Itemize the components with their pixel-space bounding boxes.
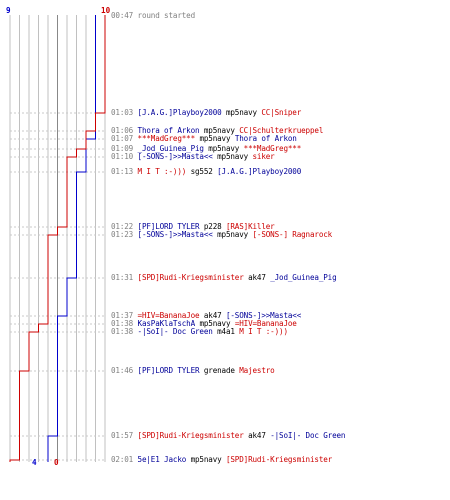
- killer-name: Thora of Arkon: [137, 126, 200, 135]
- event-time: 01:03: [111, 108, 134, 117]
- kill-event-row: 01:06 Thora of Arkon mp5navy CC|Schulter…: [111, 126, 323, 136]
- kill-event-row: 01:37 =HIV=BananaJoe ak47 [-SONS-]>>Mast…: [111, 311, 301, 321]
- killer-name: [-SONS-]>>Masta<<: [137, 230, 213, 239]
- blue-end-count: 4: [32, 458, 37, 467]
- killer-name: _Jod_Guinea_Pig: [137, 144, 204, 153]
- event-time: 01:46: [111, 366, 134, 375]
- victim-name: CC|Schulterkrueppel: [239, 126, 324, 135]
- victim-name: [RAS]Killer: [225, 222, 275, 231]
- event-time: 01:10: [111, 152, 134, 161]
- kill-event-row: 01:38 -|SoI|- Doc Green m4a1 M I T :-))): [111, 327, 288, 337]
- event-time: 01:37: [111, 311, 134, 320]
- kill-event-row: 00:47 round started: [111, 11, 195, 21]
- weapon-name: ak47: [248, 273, 266, 282]
- victim-name: [J.A.G.]Playboy2000: [217, 167, 302, 176]
- event-time: 01:06: [111, 126, 134, 135]
- killer-name: [SPD]Rudi-Kriegsminister: [137, 431, 244, 440]
- killer-name: -|SoI|- Doc Green: [137, 327, 213, 336]
- weapon-name: mp5navy: [199, 134, 231, 143]
- killer-name: KasPaKlaTschA: [137, 319, 196, 328]
- weapon-name: mp5navy: [225, 108, 257, 117]
- blue-team-line: [47, 15, 96, 462]
- kill-event-row: 01:22 [PF]LORD TYLER p228 [RAS]Killer: [111, 222, 275, 232]
- kill-event-row: 01:10 [-SONS-]>>Masta<< mp5navy siker: [111, 152, 275, 162]
- victim-name: -|SoI|- Doc Green: [270, 431, 346, 440]
- killer-name: [SPD]Rudi-Kriegsminister: [137, 273, 244, 282]
- kill-event-row: 01:09 _Jod_Guinea_Pig mp5navy ***MadGreg…: [111, 144, 301, 154]
- killer-name: [J.A.G.]Playboy2000: [137, 108, 222, 117]
- victim-name: [-SONS-]>>Masta<<: [225, 311, 302, 320]
- victim-name: Thora of Arkon: [234, 134, 297, 143]
- weapon-name: mp5navy: [208, 144, 240, 153]
- weapon-name: grenade: [203, 366, 235, 375]
- victim-name: M I T :-))): [239, 327, 288, 336]
- weapon-name: mp5navy: [203, 126, 235, 135]
- event-time: 01:22: [111, 222, 134, 231]
- weapon-name: ak47: [248, 431, 266, 440]
- victim-name: Majestro: [239, 366, 275, 375]
- weapon-name: mp5navy: [190, 455, 222, 464]
- red-start-count: 10: [101, 6, 111, 15]
- victim-name: _Jod_Guinea_Pig: [270, 273, 337, 282]
- event-time: 01:38: [111, 319, 134, 328]
- killer-name: 5e|E1 Jacko: [137, 455, 187, 464]
- event-time: 01:23: [111, 230, 134, 239]
- kill-event-row: 01:03 [J.A.G.]Playboy2000 mp5navy CC|Sni…: [111, 108, 301, 118]
- weapon-name: sg552: [190, 167, 213, 176]
- weapon-name: p228: [203, 222, 222, 231]
- weapon-name: mp5navy: [199, 319, 231, 328]
- event-time: 01:57: [111, 431, 134, 440]
- event-time: 01:38: [111, 327, 134, 336]
- event-time: 01:31: [111, 273, 134, 282]
- kill-event-row: 01:07 ***MadGreg*** mp5navy Thora of Ark…: [111, 134, 297, 144]
- victim-name: [-SONS-] Ragnarock: [252, 230, 333, 239]
- blue-start-count: 9: [6, 6, 11, 15]
- event-time: 01:13: [111, 167, 134, 176]
- weapon-name: m4a1: [217, 327, 235, 336]
- victim-name: [SPD]Rudi-Kriegsminister: [225, 455, 333, 464]
- kill-event-row: 01:23 [-SONS-]>>Masta<< mp5navy [-SONS-]…: [111, 230, 332, 240]
- kill-event-row: 01:31 [SPD]Rudi-Kriegsminister ak47 _Jod…: [111, 273, 337, 283]
- event-time: 00:47: [111, 11, 134, 20]
- red-team-line: [9, 15, 106, 462]
- victim-name: CC|Sniper: [261, 108, 302, 117]
- kill-event-row: 01:38 KasPaKlaTschA mp5navy =HIV=BananaJ…: [111, 319, 297, 329]
- killer-name: [PF]LORD TYLER: [137, 366, 200, 375]
- weapon-name: ak47: [203, 311, 222, 320]
- weapon-name: mp5navy: [217, 230, 249, 239]
- victim-name: =HIV=BananaJoe: [234, 319, 297, 328]
- killer-name: =HIV=BananaJoe: [137, 311, 200, 320]
- red-end-count: 0: [54, 458, 59, 467]
- kill-event-row: 01:13 M I T :-))) sg552 [J.A.G.]Playboy2…: [111, 167, 301, 177]
- event-time: 02:01: [111, 455, 134, 464]
- kill-event-row: 02:01 5e|E1 Jacko mp5navy [SPD]Rudi-Krie…: [111, 455, 332, 465]
- kill-event-row: 01:57 [SPD]Rudi-Kriegsminister ak47 -|So…: [111, 431, 346, 441]
- event-time: 01:09: [111, 144, 134, 153]
- victim-name: siker: [252, 152, 275, 161]
- player-count-graph: [9, 15, 106, 462]
- killer-name: [-SONS-]>>Masta<<: [137, 152, 213, 161]
- killer-name: M I T :-))): [137, 167, 187, 176]
- victim-name: ***MadGreg***: [243, 144, 302, 153]
- weapon-name: mp5navy: [217, 152, 249, 161]
- event-time: 01:07: [111, 134, 134, 143]
- weapon-name: round started: [137, 11, 196, 20]
- kill-event-row: 01:46 [PF]LORD TYLER grenade Majestro: [111, 366, 275, 376]
- killer-name: ***MadGreg***: [137, 134, 196, 143]
- killer-name: [PF]LORD TYLER: [137, 222, 200, 231]
